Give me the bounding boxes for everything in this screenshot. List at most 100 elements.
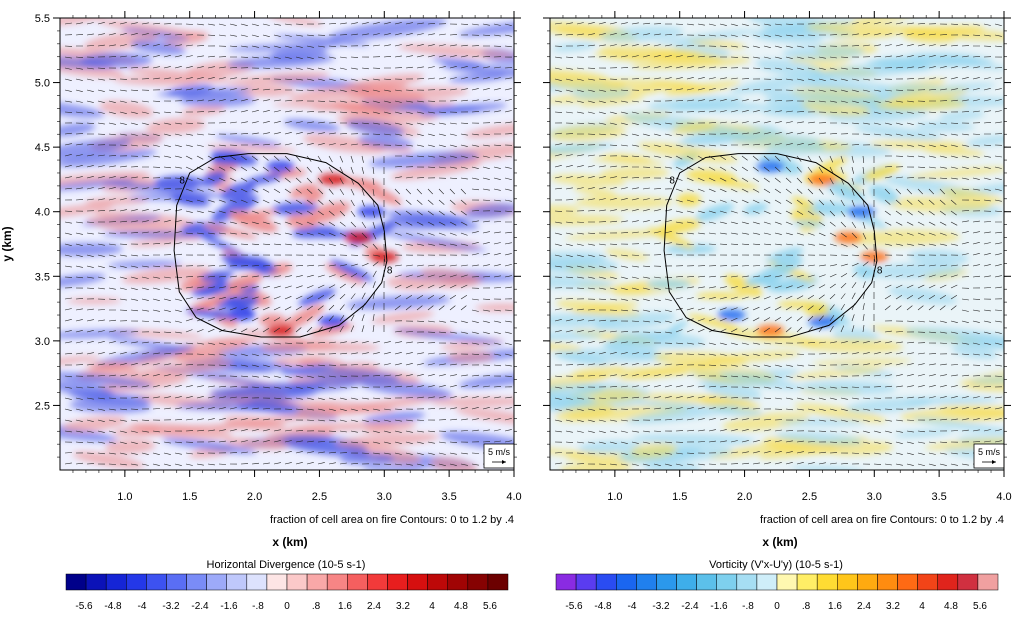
- x-tick-label: 3.5: [931, 491, 946, 503]
- colorbar-swatch: [85, 573, 107, 591]
- x-tick-label: 1.5: [672, 491, 687, 503]
- colorbar-swatch: [937, 573, 959, 591]
- colorbar-swatch: [595, 573, 617, 591]
- colorbar-swatch: [796, 573, 818, 591]
- divergence-reference-vector-label: 5 m/s: [488, 447, 511, 457]
- colorbar-tick-label: -2.4: [681, 601, 699, 612]
- colorbar-swatch: [736, 573, 758, 591]
- x-tick-label: 2.0: [247, 491, 262, 503]
- colorbar-tick-label: 5.6: [973, 601, 987, 612]
- colorbar-swatch: [676, 573, 697, 591]
- colorbar-swatch: [977, 573, 999, 591]
- colorbar-tick-label: 0: [774, 601, 780, 612]
- colorbar-swatch: [696, 573, 717, 591]
- colorbar-tick-label: -.8: [252, 601, 264, 612]
- vorticity-plot-frame: [549, 17, 1005, 471]
- colorbar-tick-label: -4: [628, 601, 637, 612]
- y-tick-label: 2.5: [35, 400, 50, 412]
- colorbar-swatch: [186, 573, 207, 591]
- colorbar-swatch: [347, 573, 368, 591]
- vorticity-x-axis-label: x (km): [762, 535, 797, 549]
- x-tick-label: 2.0: [737, 491, 752, 503]
- divergence-plot-frame: [59, 17, 515, 471]
- colorbar-tick-label: -3.2: [162, 601, 180, 612]
- x-tick-label: 3.0: [377, 491, 392, 503]
- colorbar-swatch: [837, 573, 858, 591]
- divergence-wind-vectors: [64, 22, 513, 466]
- colorbar-tick-label: 1.6: [828, 601, 842, 612]
- colorbar-tick-label: 1.6: [338, 601, 352, 612]
- colorbar-tick-label: 2.4: [367, 601, 381, 612]
- divergence-fire-contour: [173, 153, 388, 338]
- y-tick-label: 3.0: [35, 336, 50, 348]
- colorbar-swatch: [126, 573, 147, 591]
- colorbar-swatch: [656, 573, 677, 591]
- colorbar-swatch: [206, 573, 227, 591]
- colorbar-swatch: [65, 573, 87, 591]
- vorticity-contour-label-lower: 8: [877, 266, 883, 277]
- colorbar-swatch: [105, 573, 127, 591]
- colorbar-swatch: [575, 573, 597, 591]
- vorticity-axes: 1.0 1.5 2.0 2.5 3.0 3.5 4.0: [543, 11, 1012, 503]
- vorticity-wind-vectors: [554, 22, 1003, 466]
- y-tick-label: 4.5: [35, 142, 50, 154]
- colorbar-tick-label: -.8: [742, 601, 754, 612]
- x-tick-label: 4.0: [506, 491, 521, 503]
- colorbar-tick-label: -1.6: [220, 601, 238, 612]
- colorbar-tick-label: .8: [802, 601, 811, 612]
- colorbar-swatch: [226, 573, 248, 591]
- vorticity-colorbar: -5.6 -4.8 -4 -3.2 -2.4 -1.6 -.8 0 .8 1.6 2.4 3.2 4 4.…: [555, 573, 999, 612]
- colorbar-swatch: [146, 573, 167, 591]
- colorbar-tick-label: -5.6: [565, 601, 583, 612]
- divergence-subtitle: fraction of cell area on fire Contours: …: [270, 514, 514, 526]
- y-tick-label: 5.5: [35, 13, 50, 25]
- divergence-x-axis-label: x (km): [272, 535, 307, 549]
- colorbar-swatch: [917, 573, 938, 591]
- x-tick-label: 3.5: [441, 491, 456, 503]
- colorbar-swatch: [957, 573, 979, 591]
- vorticity-reference-vector: 5 m/s: [973, 443, 1005, 469]
- colorbar-tick-label: 5.6: [483, 601, 497, 612]
- colorbar-tick-label: -1.6: [710, 601, 728, 612]
- colorbar-swatch: [387, 573, 408, 591]
- colorbar-swatch: [897, 573, 918, 591]
- x-tick-label: 1.0: [607, 491, 622, 503]
- colorbar-tick-label: -4: [138, 601, 147, 612]
- divergence-axes: 1.0 1.5 2.0 2.5 3.0 3.5 4.0 2.5 3.0 3.5 4.0 4.5 5.0 5…: [35, 11, 522, 503]
- colorbar-swatch: [716, 573, 738, 591]
- vorticity-contour-label-upper: 8: [669, 175, 675, 186]
- colorbar-swatch: [636, 573, 657, 591]
- colorbar-tick-label: .8: [312, 601, 321, 612]
- vorticity-subtitle: fraction of cell area on fire Contours: …: [760, 514, 1004, 526]
- colorbar-tick-label: -4.8: [594, 601, 612, 612]
- colorbar-swatch: [286, 573, 308, 591]
- divergence-panel: 8 8 5 m/s 1.0 1.5 2.0 2.5 3.0 3.5 4.0 2.5 3.0 3.5…: [0, 11, 522, 612]
- x-tick-label: 2.5: [802, 491, 817, 503]
- colorbar-swatch: [326, 573, 348, 591]
- colorbar-swatch: [487, 573, 509, 591]
- x-tick-label: 1.0: [117, 491, 132, 503]
- colorbar-tick-label: 4: [429, 601, 435, 612]
- colorbar-swatch: [877, 573, 898, 591]
- divergence-colorbar: -5.6 -4.8 -4 -3.2 -2.4 -1.6 -.8 0 .8 1.6 2.4 3.2 4 4.…: [65, 573, 509, 612]
- colorbar-swatch: [266, 573, 288, 591]
- colorbar-swatch: [306, 573, 328, 591]
- x-tick-label: 3.0: [867, 491, 882, 503]
- colorbar-swatch: [246, 573, 268, 591]
- colorbar-tick-label: 4.8: [944, 601, 958, 612]
- colorbar-tick-label: -2.4: [191, 601, 209, 612]
- colorbar-swatch: [367, 573, 388, 591]
- divergence-reference-vector: 5 m/s: [483, 443, 515, 469]
- colorbar-swatch: [467, 573, 489, 591]
- vorticity-reference-vector-label: 5 m/s: [978, 447, 1001, 457]
- colorbar-tick-label: 3.2: [886, 601, 900, 612]
- colorbar-tick-label: -3.2: [652, 601, 670, 612]
- colorbar-tick-label: -5.6: [75, 601, 93, 612]
- colorbar-swatch: [816, 573, 838, 591]
- y-tick-label: 3.5: [35, 271, 50, 283]
- colorbar-swatch: [776, 573, 798, 591]
- colorbar-swatch: [447, 573, 469, 591]
- colorbar-swatch: [407, 573, 428, 591]
- colorbar-swatch: [857, 573, 878, 591]
